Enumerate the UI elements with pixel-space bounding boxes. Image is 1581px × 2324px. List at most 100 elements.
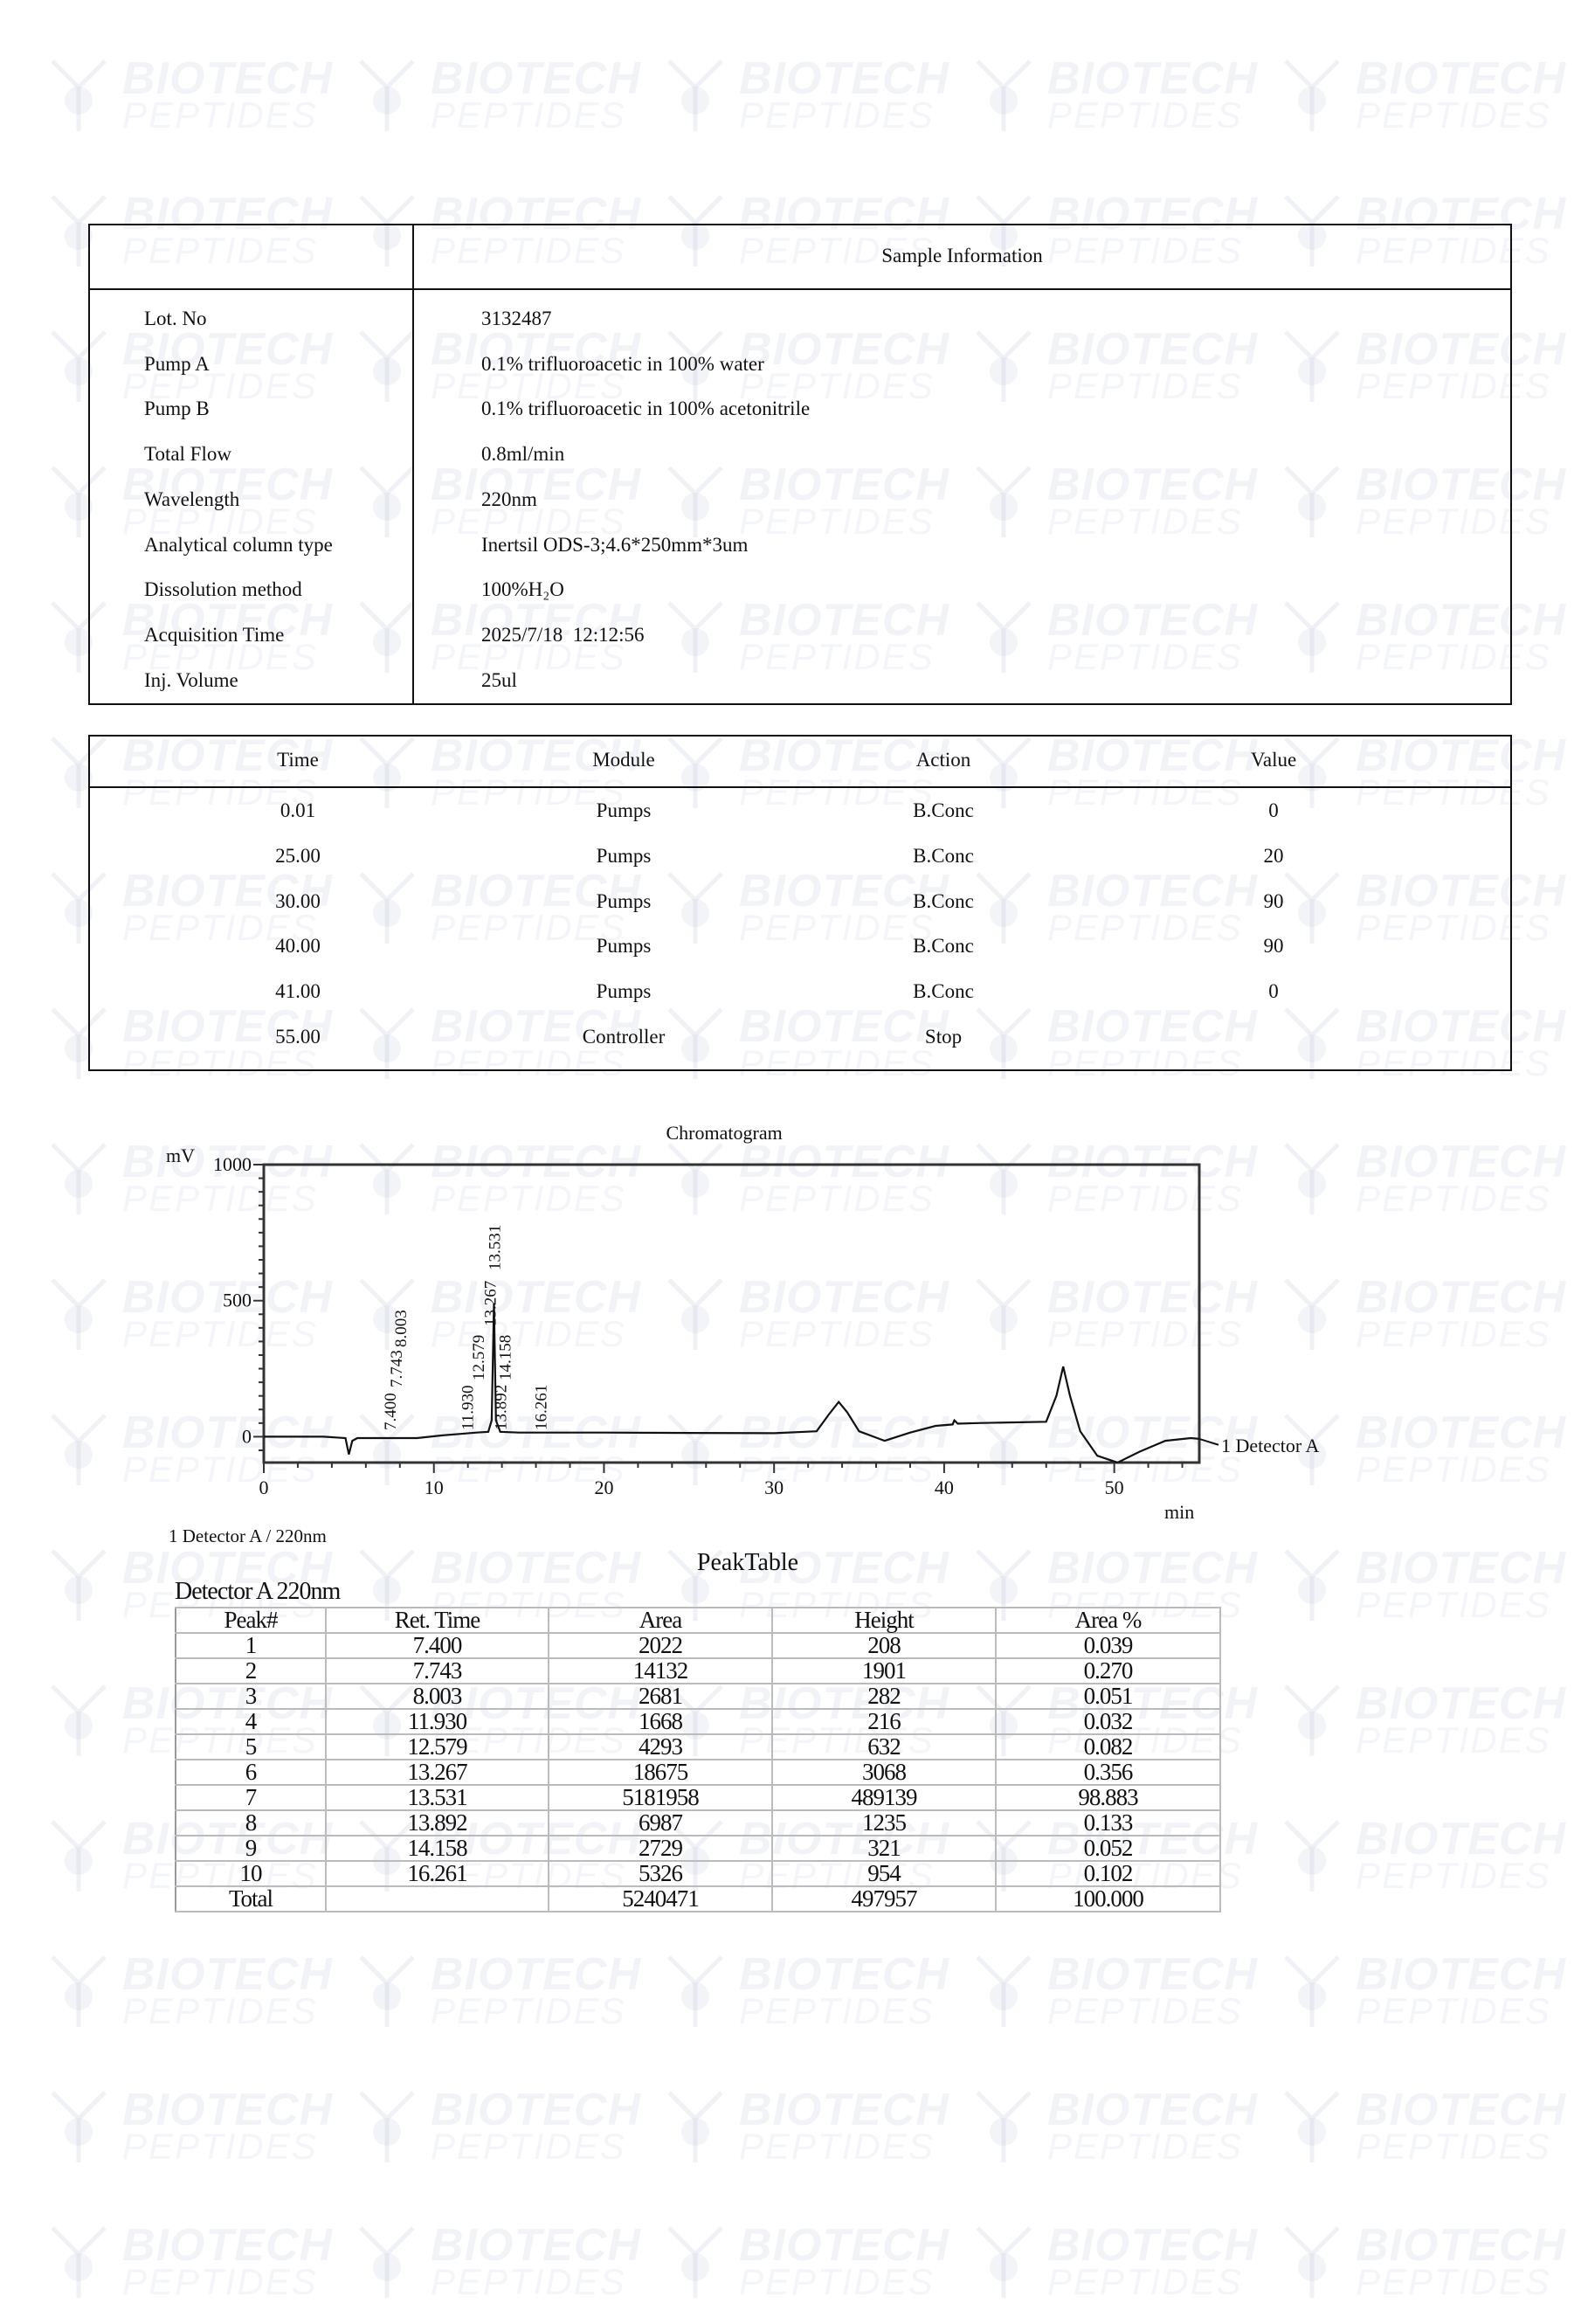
column-header: Action	[915, 749, 971, 771]
sample-info-label: Pump B	[144, 398, 210, 420]
sample-info-label: Total Flow	[144, 443, 231, 466]
peak-table-row: 5 12.579 4293 632 0.082	[175, 1733, 1221, 1760]
column-header: Value	[1250, 749, 1297, 771]
peak-table-row: 4 11.930 1668 216 0.032	[175, 1708, 1221, 1735]
peak-table-cell: 0.052	[995, 1835, 1221, 1862]
column-header: Time	[277, 749, 319, 771]
sample-info-label: Inj. Volume	[144, 668, 238, 691]
column-header: Module	[592, 749, 655, 771]
peak-table-cell: 7.400	[325, 1632, 549, 1659]
peak-table-cell: 5181958	[548, 1784, 773, 1811]
sample-information-table: Sample Information Lot. No 3132487 Pump A 0…	[88, 224, 1512, 705]
peak-table-cell: 2022	[548, 1632, 773, 1659]
time-program-cell: 30.00	[275, 889, 321, 912]
watermark-logo: BIOTECH PEPTIDES	[26, 2084, 332, 2189]
peak-table-cell: 282	[771, 1683, 997, 1710]
watermark-logo: BIOTECH PEPTIDES	[951, 52, 1257, 157]
watermark-logo: BIOTECH PEPTIDES	[643, 1948, 949, 2053]
peak-table-header: Area %	[995, 1607, 1221, 1634]
y-tick-label: 500	[223, 1290, 252, 1311]
peak-label: 7.400	[382, 1393, 400, 1430]
time-program-cell: Controller	[582, 1026, 666, 1048]
peak-table-total-row: Total 5240471 497957 100.000	[175, 1885, 1221, 1912]
peak-table-cell: 0.032	[995, 1708, 1221, 1735]
x-tick-label: 20	[594, 1477, 613, 1498]
watermark-logo: BIOTECH PEPTIDES	[335, 2219, 640, 2324]
time-program-cell: Pumps	[596, 799, 652, 821]
sample-info-label: Acquisition Time	[144, 623, 285, 646]
y-tick-label: 0	[242, 1425, 252, 1447]
peak-label: 7.743	[388, 1350, 406, 1387]
peak-table-cell: 0.102	[995, 1860, 1221, 1887]
sample-info-label: Pump A	[144, 352, 210, 375]
time-program-cell: B.Conc	[913, 799, 974, 821]
peak-table-header: Area	[548, 1607, 773, 1634]
peak-table-row: 8 13.892 6987 1235 0.133	[175, 1809, 1221, 1836]
peak-table-total-cell: 497957	[771, 1885, 997, 1912]
peak-table-cell: 1901	[771, 1657, 997, 1684]
x-tick-label: 50	[1105, 1477, 1124, 1498]
peak-label: 11.930	[459, 1385, 477, 1430]
peak-table-cell: 208	[771, 1632, 997, 1659]
peak-table-row: 1 7.400 2022 208 0.039	[175, 1632, 1221, 1659]
watermark-logo: BIOTECH PEPTIDES	[26, 2219, 332, 2324]
sample-info-header	[90, 225, 1510, 290]
sample-info-value: 220nm	[481, 488, 537, 510]
peak-table-cell: 1668	[548, 1708, 773, 1735]
sample-info-value: Inertsil ODS-3;4.6*250mm*3um	[481, 533, 749, 556]
peak-label: 13.267	[481, 1281, 500, 1326]
sample-info-label: Dissolution method	[144, 578, 302, 601]
peak-table-cell: 0.133	[995, 1809, 1221, 1836]
peak-table-row: 6 13.267 18675 3068 0.356	[175, 1759, 1221, 1786]
x-tick-label: 10	[425, 1477, 444, 1498]
sample-info-value: 2025/7/18 12:12:56	[481, 623, 645, 646]
time-program-cell: 20	[1263, 844, 1284, 867]
peak-table-cell: 98.883	[995, 1784, 1221, 1811]
peak-table-cell: 7	[175, 1784, 327, 1811]
time-program-cell: B.Conc	[913, 935, 974, 958]
time-program-cell: 0.01	[280, 799, 316, 821]
peak-table-cell: 2681	[548, 1683, 773, 1710]
peak-table-cell: 632	[771, 1733, 997, 1760]
chart-title: Chromatogram	[666, 1122, 783, 1144]
peak-table-row: 9 14.158 2729 321 0.052	[175, 1835, 1221, 1862]
watermark-logo: BIOTECH PEPTIDES	[1260, 52, 1565, 157]
peak-table-header: Ret. Time	[325, 1607, 549, 1634]
sample-info-label: Analytical column type	[144, 533, 333, 556]
peak-table-cell: 14132	[548, 1657, 773, 1684]
time-program-cell: 55.00	[275, 1026, 321, 1048]
detector-a-trace	[264, 1303, 1200, 1464]
watermark-logo: BIOTECH PEPTIDES	[643, 52, 949, 157]
sample-info-value: 0.1% trifluoroacetic in 100% water	[481, 352, 764, 375]
time-program-cell: 40.00	[275, 935, 321, 958]
peak-label: 13.531	[486, 1225, 504, 1270]
peak-table-cell: 16.261	[325, 1860, 549, 1887]
peak-table-cell: 0.039	[995, 1632, 1221, 1659]
watermark-logo: BIOTECH PEPTIDES	[1260, 2219, 1565, 2324]
peak-table-cell: 0.051	[995, 1683, 1221, 1710]
time-program-cell: 0	[1268, 799, 1279, 821]
peak-table-cell: 8.003	[325, 1683, 549, 1710]
time-program-cell: B.Conc	[913, 844, 974, 867]
peak-label: 12.579	[470, 1335, 488, 1380]
time-program-cell: 25.00	[275, 844, 321, 867]
y-axis-label: mV	[166, 1145, 195, 1166]
peak-table-cell: 6	[175, 1759, 327, 1786]
peak-table-cell: 4	[175, 1708, 327, 1735]
peak-table-cell: 12.579	[325, 1733, 549, 1760]
peak-table-cell: 11.930	[325, 1708, 549, 1735]
watermark-logo: BIOTECH PEPTIDES	[951, 2084, 1257, 2189]
peak-table-cell: 5	[175, 1733, 327, 1760]
y-tick-label: 1000	[213, 1153, 252, 1175]
peak-table-cell: 3	[175, 1683, 327, 1710]
watermark-logo: BIOTECH PEPTIDES	[643, 2084, 949, 2189]
watermark-logo: BIOTECH PEPTIDES	[951, 2219, 1257, 2324]
peak-table-cell: 489139	[771, 1784, 997, 1811]
peak-table-cell: 954	[771, 1860, 997, 1887]
peak-table-total-cell: Total	[175, 1885, 327, 1912]
watermark-logo: BIOTECH PEPTIDES	[1260, 1813, 1565, 1918]
sample-info-label: Lot. No	[144, 308, 207, 329]
sample-info-title: Sample Information	[881, 245, 1043, 266]
sample-info-value: 25ul	[481, 668, 517, 691]
peak-table-title: PeakTable	[696, 1549, 799, 1576]
